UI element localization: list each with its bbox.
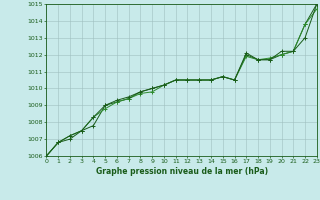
X-axis label: Graphe pression niveau de la mer (hPa): Graphe pression niveau de la mer (hPa) xyxy=(96,167,268,176)
